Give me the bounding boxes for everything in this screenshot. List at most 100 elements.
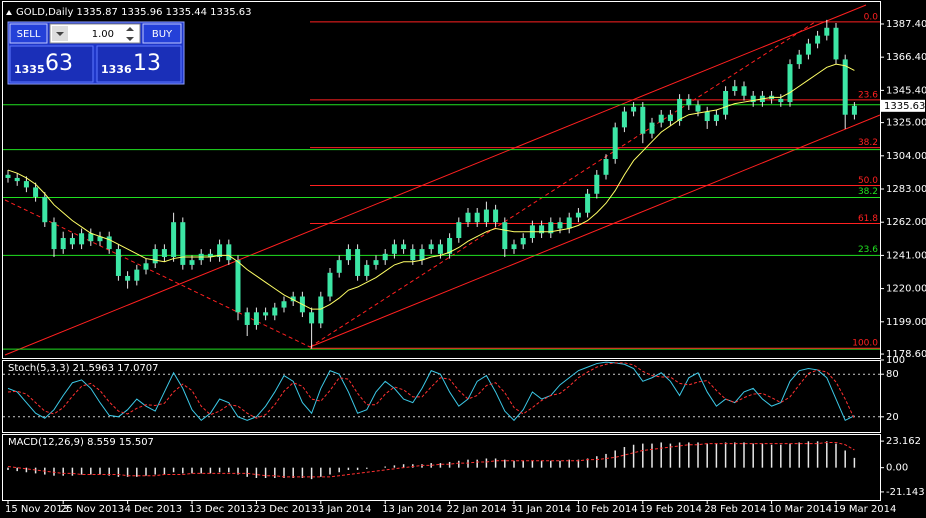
candle-body [14,177,20,182]
ask-small: 13 [133,51,161,76]
buy-button[interactable] [142,23,182,44]
candle-body [152,249,158,264]
fib-label: 23.6 [858,90,878,100]
candle-body [180,222,186,265]
candle-body [226,244,232,261]
candle-body [851,105,857,115]
candle-body [410,249,416,261]
fib-label: 100.0 [852,339,878,349]
channel-upper [4,4,867,356]
candle-body [539,225,545,234]
candle-body [603,158,609,175]
x-tick-label: 28 Feb 2014 [704,504,766,515]
x-tick-label: 22 Jan 2014 [447,504,507,515]
x-tick-label: 31 Jan 2014 [511,504,571,515]
macd-signal [7,441,855,478]
y-tick-label: 1345.40 [886,85,926,96]
candle-body [373,260,379,265]
candle-body [290,296,296,302]
fib-label: 0.0 [864,12,879,22]
main-panel-frame [2,1,881,359]
candle-body [272,307,278,316]
candle-body [796,54,802,65]
x-tick-label: 10 Mar 2014 [769,504,832,515]
candle-body [824,27,830,36]
candle-body [502,222,508,250]
x-tick-label: 15 Nov 2013 [5,504,69,515]
candle-body [42,196,48,223]
candle-body [575,212,581,218]
y-tick-label: 1178.60 [886,349,926,360]
candle-body [23,181,29,188]
stoch-title: Stoch(5,3,3) 21.5963 17.0707 [8,363,159,374]
candle-body [842,59,848,115]
candle-body [336,260,342,273]
candle-body [419,249,425,261]
ask-box[interactable] [96,45,182,83]
candle-body [723,91,729,115]
candle-body [263,312,269,316]
candle-body [189,260,195,265]
candle-body [483,209,489,223]
y-tick-label: 23.162 [886,436,921,447]
bid-small: 63 [45,51,73,76]
y-tick-label: 1325.00 [886,118,926,129]
candle-body [456,222,462,239]
macd-title: MACD(12,26,9) 8.559 15.507 [8,437,154,448]
candle-body [134,269,140,281]
y-tick-label: 1199.00 [886,317,926,328]
y-tick-label: 100 [886,355,905,366]
candle-body [805,43,811,55]
candle-body [833,27,839,60]
candle-body [143,263,149,270]
lots-input[interactable] [49,23,141,44]
candle-body [548,222,554,234]
candle-body [171,222,177,257]
candle-body [309,312,315,324]
candle-body [750,95,756,103]
candle-body [281,301,287,308]
candle-body [253,312,259,325]
candle-body [649,122,655,134]
candle-body [511,244,517,250]
candle-body [621,111,627,128]
candle-body [787,64,793,103]
candle-body [695,105,701,112]
candle-body [106,236,112,250]
x-tick-label: 10 Feb 2014 [575,504,637,515]
x-tick-label: 3 Jan 2014 [318,504,372,515]
x-tick-label: 19 Mar 2014 [833,504,896,515]
candle-body [244,312,250,325]
bid-big: 1335 [14,63,45,76]
x-tick-label: 25 Nov 2013 [60,504,124,515]
x-tick-label: 13 Jan 2014 [382,504,442,515]
candle-body [594,174,600,194]
candle-body [51,222,57,250]
candle-body [612,127,618,159]
stoch-line [7,361,855,422]
candle-body [60,238,66,250]
bid-box[interactable] [9,45,94,83]
collapse-arrow[interactable] [6,10,12,15]
candle-body [33,187,39,197]
x-tick-label: 13 Dec 2013 [189,504,253,515]
y-tick-label: 20 [886,412,899,423]
candle-body [631,106,637,112]
ask-big: 1336 [101,63,132,76]
sell-button[interactable] [9,23,48,44]
candle-body [704,111,710,122]
lots-spinner[interactable] [126,27,134,41]
moving-average [7,63,855,310]
chart-title: GOLD,Daily 1335.87 1335.96 1335.44 1335.… [16,7,252,18]
candle-body [667,114,673,122]
candle-body [465,212,471,223]
candle-body [557,222,563,229]
x-tick-label: 4 Dec 2013 [125,504,183,515]
y-tick-label: 1220.00 [886,284,926,295]
candle-body [97,236,103,242]
fib-label: 61.8 [858,214,878,224]
candle-body [566,217,572,229]
current-price: 1335.63 [884,101,925,112]
candle-body [677,98,683,122]
